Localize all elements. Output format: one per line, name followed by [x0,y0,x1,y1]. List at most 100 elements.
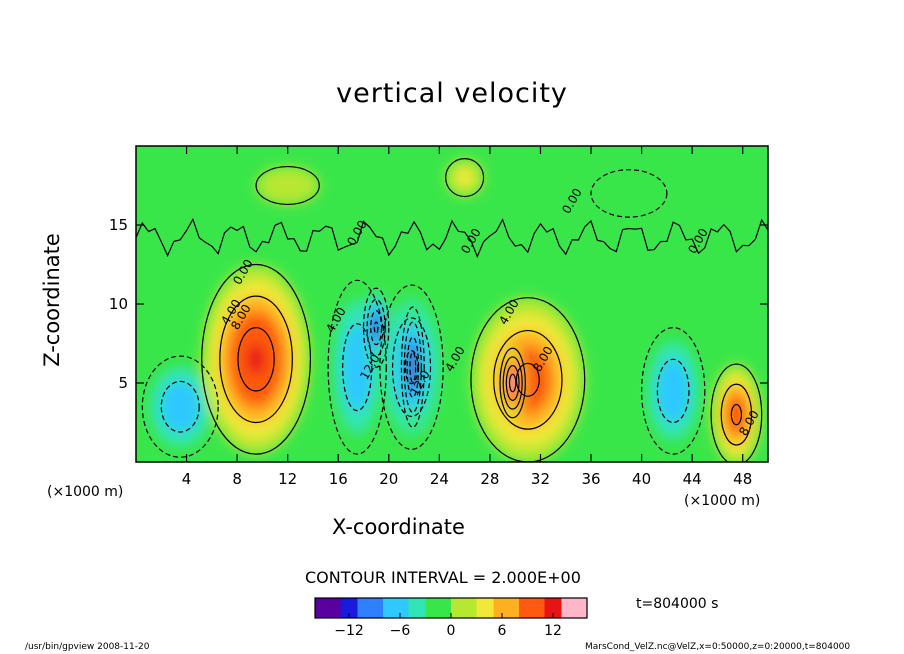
contour-line [515,362,540,397]
y-tick-label: 15 [108,216,128,234]
contour-line [373,321,379,334]
colorbar-segment [561,598,571,618]
x-tick-label: 8 [232,470,242,488]
heatmap-cell [665,375,682,407]
colorbar-segment [485,598,495,618]
colorbar-segment [493,598,503,618]
x-axis-label: X-coordinate [332,515,465,539]
heatmap-cell [374,322,378,334]
colorbar-segment [519,598,529,618]
x-tick-label: 28 [480,470,500,488]
colorbar-segment [434,598,444,618]
colorbar-segment [578,598,588,618]
contour-line [160,380,200,433]
contour-line [470,297,586,462]
x-tick-label: 48 [733,470,753,488]
contour-line [508,373,517,393]
contour-line [219,295,293,424]
x-tick-label: 12 [278,470,298,488]
heatmap-cell [455,168,475,188]
footer-right: MarsCond_VelZ.nc@VelZ,x=0:50000,z=0:2000… [585,642,851,652]
contour-line [499,347,526,419]
colorbar-tick-label: 6 [497,623,507,639]
colorbar-segment [391,598,401,618]
colorbar-segment [476,598,486,618]
contour-line [406,336,420,398]
contour-line [370,310,383,346]
contour-line [730,403,743,426]
colorbar-segment [349,598,359,618]
heatmap-cell [731,404,742,425]
contour-line [505,365,520,401]
heatmap-cell [591,169,667,218]
contour-interval-text: CONTOUR INTERVAL = 2.000E+00 [305,568,581,587]
y-tick-label: 5 [118,374,128,392]
contour-line [237,327,275,392]
heatmap-cell [170,394,190,420]
axis-ticks [136,146,768,462]
colorbar-segment [366,598,376,618]
x-tick-label: 20 [379,470,399,488]
colorbar-segment [510,598,520,618]
footer-left: /usr/bin/gpview 2008-11-20 [25,642,150,652]
contour-line [710,363,763,462]
contour-line [366,298,386,357]
chart-title: vertical velocity [336,78,568,109]
x-tick-label: 36 [581,470,601,488]
y-axis-label: Z-coordinate [40,233,64,367]
colorbar-segment [468,598,478,618]
time-label: t=804000 s [636,596,719,612]
contour-line [493,329,563,430]
contour-line [720,383,753,446]
contour-line [327,279,387,455]
contour-line [342,323,373,412]
contour-line [641,327,706,455]
contour-lines [136,158,768,462]
colorbar-segment [442,598,452,618]
colorbar-segment [536,598,546,618]
colorbar-segment [459,598,469,618]
contour-line [379,284,444,450]
contour-line [445,158,485,198]
colorbar-segment [425,598,435,618]
colorbar-segment [323,598,333,618]
colorbar-segment [374,598,384,618]
heatmap-cell [511,378,515,388]
colorbar-segment [408,598,418,618]
contour-line [590,169,668,218]
heatmap-cell [411,359,415,375]
x-unit-right: (×1000 m) [684,493,761,509]
heatmap-cell [247,343,266,376]
x-tick-label: 40 [632,470,652,488]
heatmap-cell [349,345,365,389]
x-tick-label: 24 [429,470,449,488]
colorbar [314,597,588,619]
colorbar-tick-label: 12 [544,623,562,639]
colorbar-segment [417,598,427,618]
x-tick-label: 4 [181,470,192,488]
x-unit-left: (×1000 m) [47,484,124,500]
colorbar-tick-label: −12 [334,623,364,639]
x-tick-label: 16 [328,470,348,488]
colorbar-segment [553,598,563,618]
contour-line [404,350,419,385]
contour-line [391,317,432,418]
heatmap-cells [142,158,762,462]
x-tick-label: 44 [682,470,702,488]
contour-line [141,355,219,458]
heatmap-cell [256,166,320,205]
zero-contour-line [136,217,768,259]
colorbar-segment [451,598,461,618]
x-tick-label: 32 [530,470,551,488]
contour-line [409,351,417,383]
colorbar-segment [502,598,512,618]
contour-line [656,358,690,424]
colorbar-segment [315,598,325,618]
colorbar-segment [570,598,580,618]
colorbar-segment [357,598,367,618]
colorbar-segment [340,598,350,618]
colorbar-segment [332,598,342,618]
contour-line [362,287,390,368]
colorbar-segment [383,598,393,618]
